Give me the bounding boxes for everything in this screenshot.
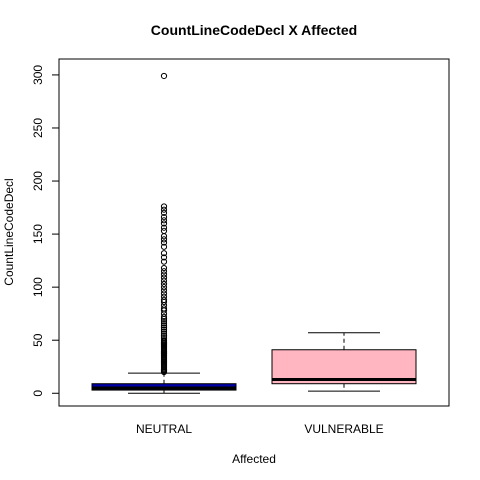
outlier-point <box>160 280 168 288</box>
outlier-point <box>160 220 168 227</box>
outlier-point <box>160 287 168 294</box>
y-axis: 0 50 100 150 200 250 300 <box>31 65 60 397</box>
outlier-point <box>160 236 168 243</box>
outlier-point <box>160 254 168 261</box>
outlier-point <box>160 305 168 312</box>
outlier-point <box>160 264 168 272</box>
outlier-point <box>160 332 168 340</box>
outlier-point <box>160 274 168 281</box>
outlier-point <box>160 293 168 300</box>
box-neutral <box>91 72 237 394</box>
outlier-point <box>160 227 168 235</box>
outlier-point <box>160 296 168 303</box>
outlier-point <box>160 72 168 80</box>
outlier-point <box>160 326 168 333</box>
y-tick-label: 100 <box>31 277 45 297</box>
plot-area <box>58 58 450 407</box>
outlier-point <box>160 250 168 257</box>
x-tick-label-neutral: NEUTRAL <box>136 422 192 436</box>
outlier-point <box>160 271 168 278</box>
y-tick-label: 50 <box>31 333 45 347</box>
y-tick-label: 250 <box>31 118 45 138</box>
outlier-point <box>160 334 168 342</box>
outlier-point <box>160 217 168 224</box>
y-axis-title: CountLineCodeDecl <box>2 178 16 285</box>
outlier-point <box>160 243 168 250</box>
outlier-point <box>160 328 168 335</box>
outlier-point <box>160 284 168 291</box>
outlier-point <box>160 224 168 231</box>
outlier-point <box>160 322 168 329</box>
outlier-point <box>160 337 168 344</box>
outlier-point <box>160 203 168 210</box>
x-axis: NEUTRAL VULNERABLE <box>136 422 384 436</box>
outlier-point <box>160 290 168 297</box>
outlier-point <box>160 313 168 320</box>
y-tick-label: 0 <box>31 390 45 397</box>
outlier-point <box>160 268 168 275</box>
outlier-point <box>160 277 168 284</box>
boxes-layer <box>91 72 417 394</box>
outlier-point <box>160 330 168 337</box>
y-tick-label: 200 <box>31 171 45 191</box>
outlier-point <box>160 320 168 327</box>
y-tick-label: 150 <box>31 224 45 244</box>
outlier-point <box>160 258 168 265</box>
chart-title: CountLineCodeDecl X Affected <box>151 22 357 38</box>
x-axis-title: Affected <box>232 452 276 466</box>
outlier-point <box>160 324 168 331</box>
outlier-point <box>160 239 168 246</box>
x-tick-label-vulnerable: VULNERABLE <box>304 422 383 436</box>
outlier-point <box>160 318 168 325</box>
outlier-point <box>160 214 168 221</box>
outlier-point <box>160 206 168 213</box>
box-vulnerable <box>271 332 417 392</box>
outlier-point <box>160 209 168 216</box>
y-ticks: 0 50 100 150 200 250 300 <box>31 65 59 397</box>
y-tick-label: 300 <box>31 65 45 85</box>
